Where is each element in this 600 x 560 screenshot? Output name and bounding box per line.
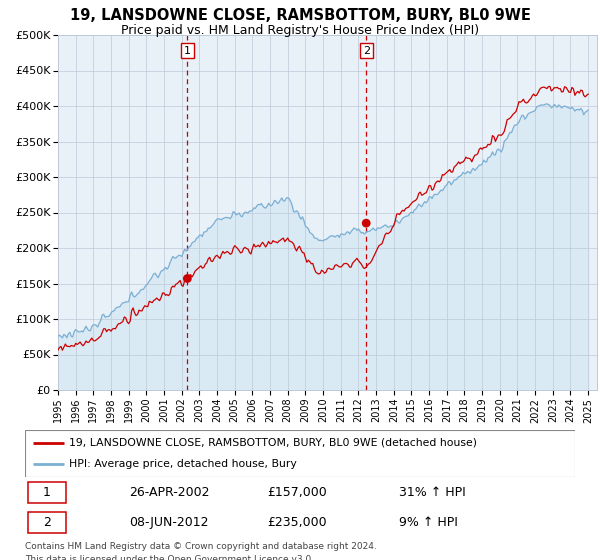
Text: Contains HM Land Registry data © Crown copyright and database right 2024.: Contains HM Land Registry data © Crown c… bbox=[25, 542, 377, 551]
Text: 31% ↑ HPI: 31% ↑ HPI bbox=[399, 486, 466, 499]
Bar bbox=[28, 512, 66, 533]
Text: 1: 1 bbox=[43, 486, 51, 499]
Text: 19, LANSDOWNE CLOSE, RAMSBOTTOM, BURY, BL0 9WE (detached house): 19, LANSDOWNE CLOSE, RAMSBOTTOM, BURY, B… bbox=[69, 438, 477, 447]
Text: HPI: Average price, detached house, Bury: HPI: Average price, detached house, Bury bbox=[69, 459, 297, 469]
Point bbox=[361, 218, 371, 227]
Text: 2: 2 bbox=[362, 46, 370, 55]
Text: 19, LANSDOWNE CLOSE, RAMSBOTTOM, BURY, BL0 9WE: 19, LANSDOWNE CLOSE, RAMSBOTTOM, BURY, B… bbox=[70, 8, 530, 23]
Text: £157,000: £157,000 bbox=[267, 486, 327, 499]
Text: £235,000: £235,000 bbox=[267, 516, 326, 529]
Text: Price paid vs. HM Land Registry's House Price Index (HPI): Price paid vs. HM Land Registry's House … bbox=[121, 24, 479, 37]
Text: 2: 2 bbox=[43, 516, 51, 529]
Text: This data is licensed under the Open Government Licence v3.0.: This data is licensed under the Open Gov… bbox=[25, 555, 314, 560]
Text: 08-JUN-2012: 08-JUN-2012 bbox=[130, 516, 209, 529]
Bar bbox=[28, 482, 66, 503]
Point bbox=[182, 274, 192, 283]
Text: 26-APR-2002: 26-APR-2002 bbox=[130, 486, 210, 499]
Text: 9% ↑ HPI: 9% ↑ HPI bbox=[399, 516, 458, 529]
Text: 1: 1 bbox=[184, 46, 191, 55]
